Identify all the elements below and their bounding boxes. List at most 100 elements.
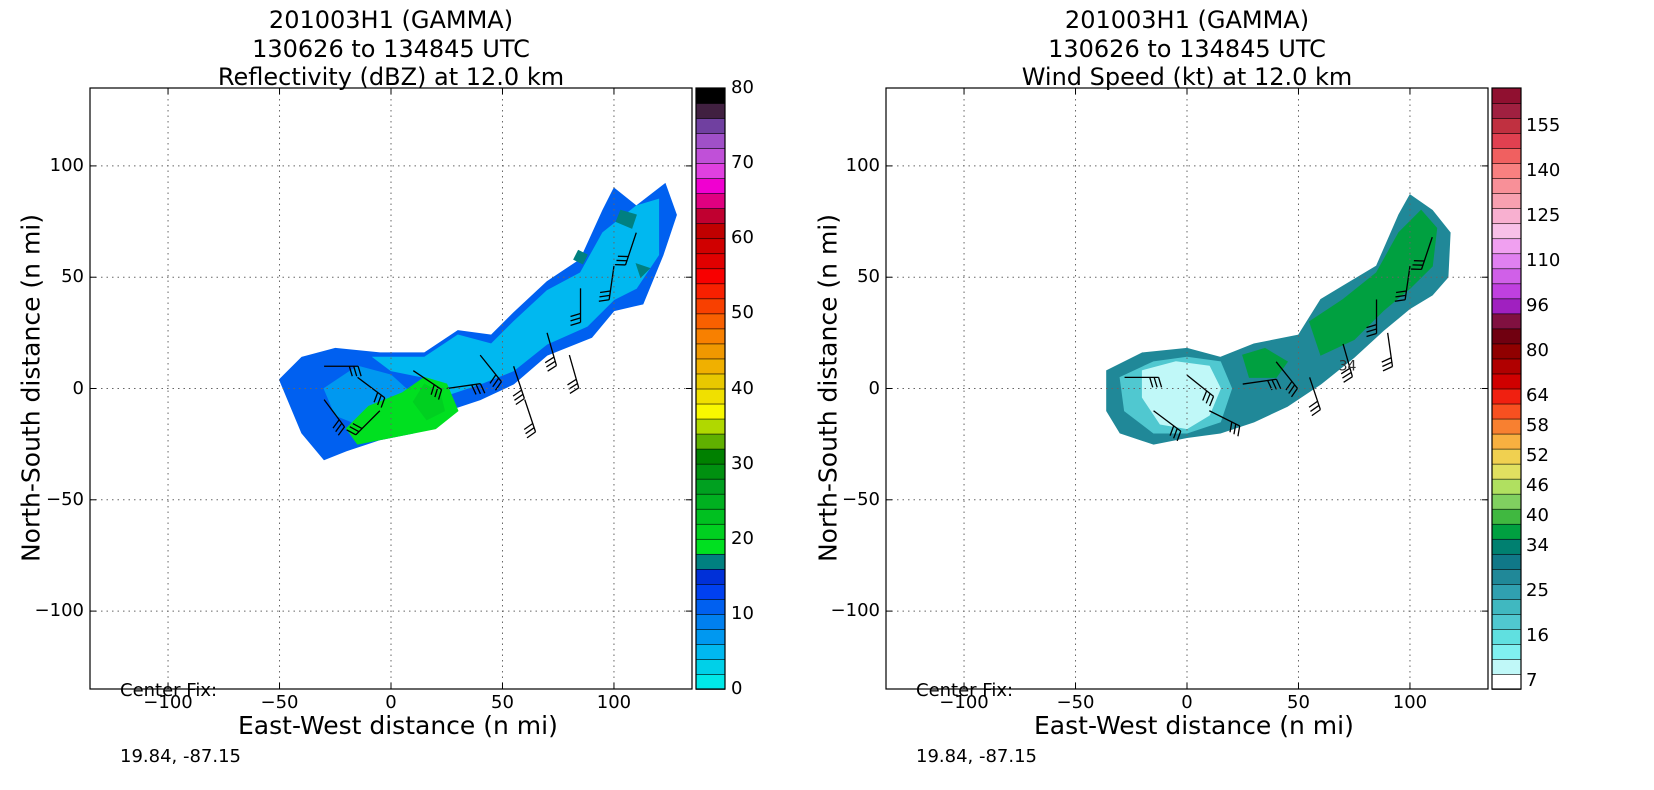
colorbar-swatch: [696, 328, 725, 344]
data-layer: [280, 184, 677, 460]
wind-barb-flag: [513, 390, 522, 396]
colorbar-tick-label: 46: [1526, 475, 1549, 496]
wind-barb: [567, 355, 578, 393]
colorbar-swatch: [1492, 223, 1521, 239]
wind-barb: [1382, 333, 1393, 371]
y-tick-label: 50: [61, 266, 84, 287]
colorbar-tick-label: 155: [1526, 115, 1560, 136]
colorbar-swatch: [1492, 328, 1521, 344]
y-tick-label: 100: [50, 155, 84, 176]
colorbar-swatch: [696, 509, 725, 525]
colorbar-tick-label: 80: [731, 77, 754, 98]
colorbar-tick-label: 40: [1526, 505, 1549, 526]
x-tick-label: 0: [385, 692, 396, 713]
colorbar-swatch: [1492, 283, 1521, 299]
colorbar-swatch: [1492, 419, 1521, 435]
colorbar-swatch: [1492, 434, 1521, 450]
colorbar-swatch: [696, 449, 725, 465]
colorbar-swatch: [1492, 539, 1521, 555]
colorbar-swatch: [696, 238, 725, 254]
colorbar-swatch: [1492, 509, 1521, 525]
colorbar-tick-label: 60: [731, 227, 754, 248]
colorbar-swatch: [1492, 268, 1521, 284]
y-tick-label: 0: [869, 378, 880, 399]
echo-region: [373, 199, 658, 395]
colorbar-swatch: [696, 223, 725, 239]
colorbar-swatch: [696, 298, 725, 314]
colorbar-swatch: [1492, 389, 1521, 405]
colorbar-swatch: [696, 404, 725, 420]
colorbar-swatch: [696, 133, 725, 149]
data-layer: 34: [1107, 195, 1450, 444]
wind-barb-flag: [567, 379, 576, 385]
colorbar-swatch: [696, 494, 725, 510]
colorbar-swatch: [1492, 584, 1521, 600]
y-tick-label: −100: [831, 600, 880, 621]
colorbar-swatch: [696, 268, 725, 284]
colorbar-swatch: [1492, 629, 1521, 645]
y-tick-label: 50: [857, 266, 880, 287]
colorbar-tick-label: 25: [1526, 580, 1549, 601]
colorbar-swatch: [1492, 449, 1521, 465]
x-tick-label: −100: [939, 692, 988, 713]
colorbar-tick-label: 40: [731, 378, 754, 399]
wind-barb-flag: [1309, 401, 1318, 407]
colorbar-swatch: [696, 614, 725, 630]
colorbar-tick-label: 34: [1526, 535, 1549, 556]
wind-barb-flag: [1312, 410, 1321, 416]
colorbar-swatch: [1492, 358, 1521, 374]
colorbar-swatch: [696, 629, 725, 645]
colorbar-swatch: [696, 659, 725, 675]
colorbar-swatch: [696, 343, 725, 359]
y-tick-label: 0: [73, 378, 84, 399]
x-tick-label: 50: [1287, 692, 1310, 713]
colorbar-swatch: [696, 554, 725, 570]
wind-barb-flag: [516, 398, 525, 404]
colorbar-tick-label: 52: [1526, 445, 1549, 466]
x-tick-label: 0: [1181, 692, 1192, 713]
wind-barb-flag: [569, 384, 578, 390]
y-tick-label: −50: [842, 489, 880, 510]
colorbar-swatch: [1492, 313, 1521, 329]
colorbar-swatch: [696, 178, 725, 194]
wind-barb-flag: [527, 432, 536, 438]
colorbar-swatch: [1492, 524, 1521, 540]
wind-barb-flag: [1383, 367, 1392, 371]
wind-barb-shaft: [1388, 333, 1393, 367]
x-tick-label: −100: [143, 692, 192, 713]
colorbar-swatch: [1492, 163, 1521, 179]
colorbar-swatch: [1492, 464, 1521, 480]
colorbar-swatch: [1492, 479, 1521, 495]
colorbar-tick-label: 70: [731, 152, 754, 173]
wind-barb-flag: [524, 423, 533, 429]
colorbar-swatch: [696, 539, 725, 555]
colorbar-swatch: [696, 208, 725, 224]
colorbar-swatch: [1492, 569, 1521, 585]
colorbar-swatch: [696, 524, 725, 540]
colorbar-swatch: [1492, 208, 1521, 224]
colorbar-swatch: [696, 434, 725, 450]
y-tick-label: 100: [846, 155, 880, 176]
wind-barb-flag: [546, 361, 555, 367]
colorbar-tick-label: 0: [731, 678, 742, 699]
colorbar-swatch: [1492, 133, 1521, 149]
colorbar-swatch: [696, 148, 725, 164]
colorbar-tick-label: 50: [731, 302, 754, 323]
colorbar-swatch: [1492, 88, 1521, 104]
colorbar-swatch: [1492, 373, 1521, 389]
colorbar-tick-label: 96: [1526, 295, 1549, 316]
colorbar-swatch: [696, 644, 725, 660]
colorbar-tick-label: 80: [1526, 340, 1549, 361]
x-tick-label: −50: [261, 692, 299, 713]
colorbar-swatch: [1492, 148, 1521, 164]
colorbar-swatch: [1492, 343, 1521, 359]
colorbar-swatch: [696, 419, 725, 435]
colorbar-swatch: [1492, 118, 1521, 134]
colorbar-swatch: [1492, 298, 1521, 314]
colorbar-swatch: [1492, 253, 1521, 269]
wind-barb-flag: [1344, 377, 1353, 383]
colorbar-swatch: [696, 569, 725, 585]
colorbar-swatch: [696, 584, 725, 600]
wind-barb-shaft: [525, 400, 536, 432]
colorbar-swatch: [696, 358, 725, 374]
